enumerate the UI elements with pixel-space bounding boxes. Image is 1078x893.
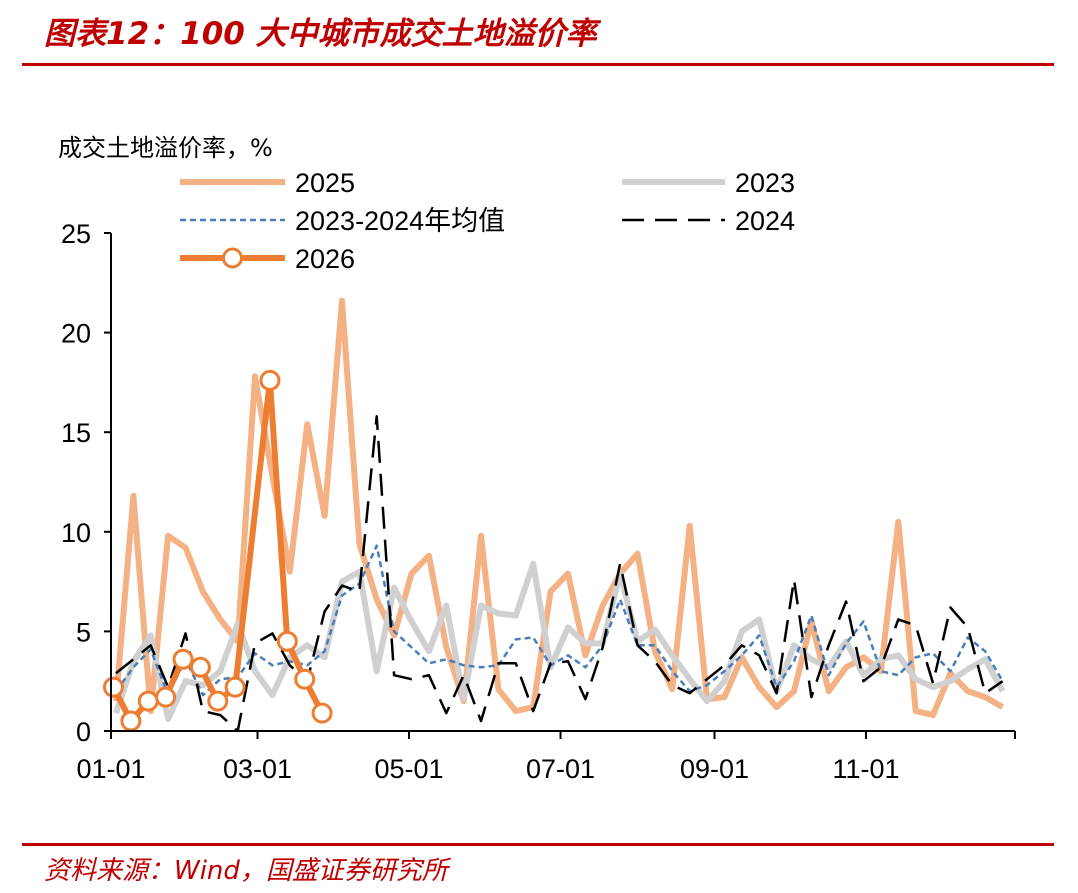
data-point-2026 [155,686,177,708]
data-point-2026 [224,676,246,698]
data-point-2026 [311,702,333,724]
data-point-2026 [120,710,142,732]
legend-label: 2025 [295,168,355,198]
x-tick-label: 07-01 [526,754,595,784]
x-tick-label: 03-01 [223,754,292,784]
figure-title: 图表12：100 大中城市成交土地溢价率 [44,16,597,52]
data-point-2026 [172,648,194,670]
axes-layer: 0 5 10 15 20 25 01-01 03-01 05-01 07-01 09-01 11-01 [61,219,1016,784]
data-point-2026 [102,676,124,698]
y-tick-label: 10 [61,518,91,548]
y-tick-label: 0 [76,717,91,747]
legend-label: 2023 [735,168,795,198]
x-tick-label: 01-01 [76,754,145,784]
legend-label: 2024 [735,206,795,236]
series-line-2024 [115,415,1004,733]
y-tick-label: 5 [76,617,91,647]
legend-label: 2026 [295,244,355,274]
y-tick-label: 25 [61,219,91,249]
legend: 2025 2023 2023-2024年均值 2024 2026 [180,168,795,274]
data-point-2026 [137,690,159,712]
data-point-2026 [189,656,211,678]
source-note: 资料来源：Wind，国盛证券研究所 [44,856,448,886]
data-point-2026 [259,369,281,391]
legend-marker-2026 [222,247,243,269]
legend-label: 2023-2024年均值 [295,206,505,236]
series-layer [102,297,1006,733]
x-tick-label: 09-01 [680,754,749,784]
y-axis-label: 成交土地溢价率，% [58,134,273,162]
y-tick-label: 20 [61,319,91,349]
x-tick-label: 11-01 [832,754,899,784]
data-point-2026 [294,668,316,690]
x-tick-label: 05-01 [374,754,443,784]
title-divider [22,63,1054,66]
data-point-2026 [276,630,298,652]
data-point-2026 [207,690,229,712]
source-divider [22,843,1054,846]
series-line-2023-2024年均值 [114,544,1004,697]
series-line-2023 [113,560,1006,722]
y-tick-label: 15 [61,418,91,448]
